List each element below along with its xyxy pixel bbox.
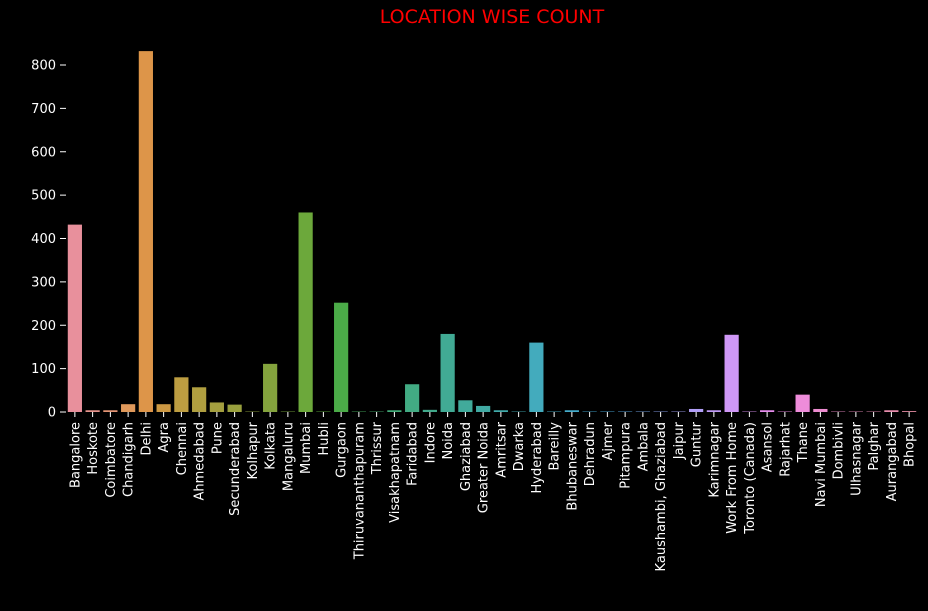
x-tick-label: Secunderabad <box>228 422 243 516</box>
x-tick-label: Mumbai <box>299 422 314 474</box>
bar-work-from-home <box>724 334 739 412</box>
x-tick-label: Ulhasnagar <box>849 421 864 496</box>
x-tick-label: Hubli <box>317 422 332 456</box>
bar-ahmedabad <box>192 387 207 412</box>
y-tick-label: 200 <box>31 319 56 334</box>
x-tick-label: Visakhapatnam <box>388 422 403 523</box>
bar-faridabad <box>405 384 420 412</box>
x-tick-label: Amritsar <box>494 421 509 477</box>
bar-bangalore <box>67 224 82 412</box>
x-tick-label: Bhubaneswar <box>565 421 580 510</box>
x-tick-label: Navi Mumbai <box>814 422 829 507</box>
x-tick-label: Agra <box>157 422 172 452</box>
x-tick-label: Thane <box>796 422 811 463</box>
bar-bhubaneswar <box>564 410 579 412</box>
bar-bhopal <box>902 411 917 412</box>
x-tick-label: Dwarka <box>512 422 527 471</box>
bar-kolkata <box>263 363 278 412</box>
x-tick-label: Guntur <box>690 421 705 467</box>
bars <box>67 51 917 413</box>
bar-amritsar <box>493 410 508 412</box>
x-axis-labels: Bangalore Hoskote Coimbatore Chandigarh Delh… <box>68 412 918 571</box>
bar-asansol <box>760 410 775 412</box>
x-tick-label: Bhopal <box>903 422 918 467</box>
bar-guntur <box>689 408 704 412</box>
bar-noida <box>440 333 455 412</box>
bar-agra <box>156 404 171 412</box>
bar-coimbatore <box>103 410 118 412</box>
x-tick-label: Thrissur <box>370 421 385 475</box>
x-tick-label: Toronto (Canada) <box>743 422 758 535</box>
y-tick-label: 500 <box>31 189 56 204</box>
y-axis: 0 100 200 300 400 500 600 700 800 <box>31 59 66 421</box>
bar-karimnagar <box>706 410 721 412</box>
bar-gurgaon <box>334 302 349 412</box>
x-tick-label: Ahmedabad <box>193 422 208 500</box>
x-tick-label: Karimnagar <box>707 421 722 497</box>
x-tick-label: Rajarhat <box>778 422 793 477</box>
bar-ghaziabad <box>458 400 473 412</box>
x-tick-label: Noida <box>441 422 456 460</box>
bar-delhi <box>138 51 153 413</box>
x-tick-label: Indore <box>423 422 438 463</box>
x-tick-label: Palghar <box>867 421 882 470</box>
x-tick-label: Delhi <box>139 422 154 455</box>
y-tick-label: 0 <box>48 406 56 421</box>
bar-indore <box>422 409 437 412</box>
y-tick-label: 800 <box>31 59 56 74</box>
y-tick-label: 300 <box>31 275 56 290</box>
x-tick-label: Ajmer <box>601 421 616 460</box>
x-tick-label: Dehradun <box>583 422 598 486</box>
chart-title: LOCATION WISE COUNT <box>379 6 605 28</box>
x-tick-label: Dombivli <box>832 422 847 479</box>
x-tick-label: Aurangabad <box>885 422 900 501</box>
bar-secunderabad <box>227 404 242 412</box>
y-tick-label: 400 <box>31 232 56 247</box>
x-tick-label: Faridabad <box>406 422 421 486</box>
bar-hyderabad <box>529 342 544 412</box>
x-tick-label: Jaipur <box>672 421 687 460</box>
bar-chennai <box>174 377 189 412</box>
x-tick-label: Pune <box>210 422 225 454</box>
x-tick-label: Ambala <box>636 422 651 471</box>
x-tick-label: Chandigarh <box>122 422 137 497</box>
bar-navi-mumbai <box>813 408 828 412</box>
x-tick-label: Kolhapur <box>246 421 261 479</box>
x-tick-label: Bangalore <box>68 422 83 488</box>
x-tick-label: Mangaluru <box>281 422 296 491</box>
y-tick-label: 100 <box>31 362 56 377</box>
bar-hoskote <box>85 410 100 412</box>
x-tick-label: Ghaziabad <box>459 422 474 491</box>
bar-aurangabad <box>884 410 899 412</box>
x-tick-label: Work From Home <box>725 422 740 534</box>
x-tick-label: Hyderabad <box>530 422 545 494</box>
x-tick-label: Kaushambi, Ghaziabad <box>654 422 669 571</box>
x-tick-label: Asansol <box>761 422 776 472</box>
bar-pune <box>209 402 224 412</box>
bar-greater-noida <box>476 405 491 412</box>
x-tick-label: Greater Noida <box>477 422 492 513</box>
y-tick-label: 600 <box>31 145 56 160</box>
x-tick-label: Bareilly <box>548 422 563 471</box>
bar-mumbai <box>298 212 313 412</box>
x-tick-label: Chennai <box>175 422 190 475</box>
bar-thane <box>795 394 810 412</box>
bar-chandigarh <box>121 404 136 412</box>
x-tick-label: Thiruvananthapuram <box>352 422 367 560</box>
bar-visakhapatnam <box>387 410 402 412</box>
y-tick-label: 700 <box>31 102 56 117</box>
x-tick-label: Pitampura <box>619 422 634 489</box>
x-tick-label: Coimbatore <box>104 422 119 498</box>
x-tick-label: Hoskote <box>86 422 101 475</box>
x-tick-label: Gurgaon <box>335 422 350 478</box>
x-tick-label: Kolkata <box>264 422 279 470</box>
